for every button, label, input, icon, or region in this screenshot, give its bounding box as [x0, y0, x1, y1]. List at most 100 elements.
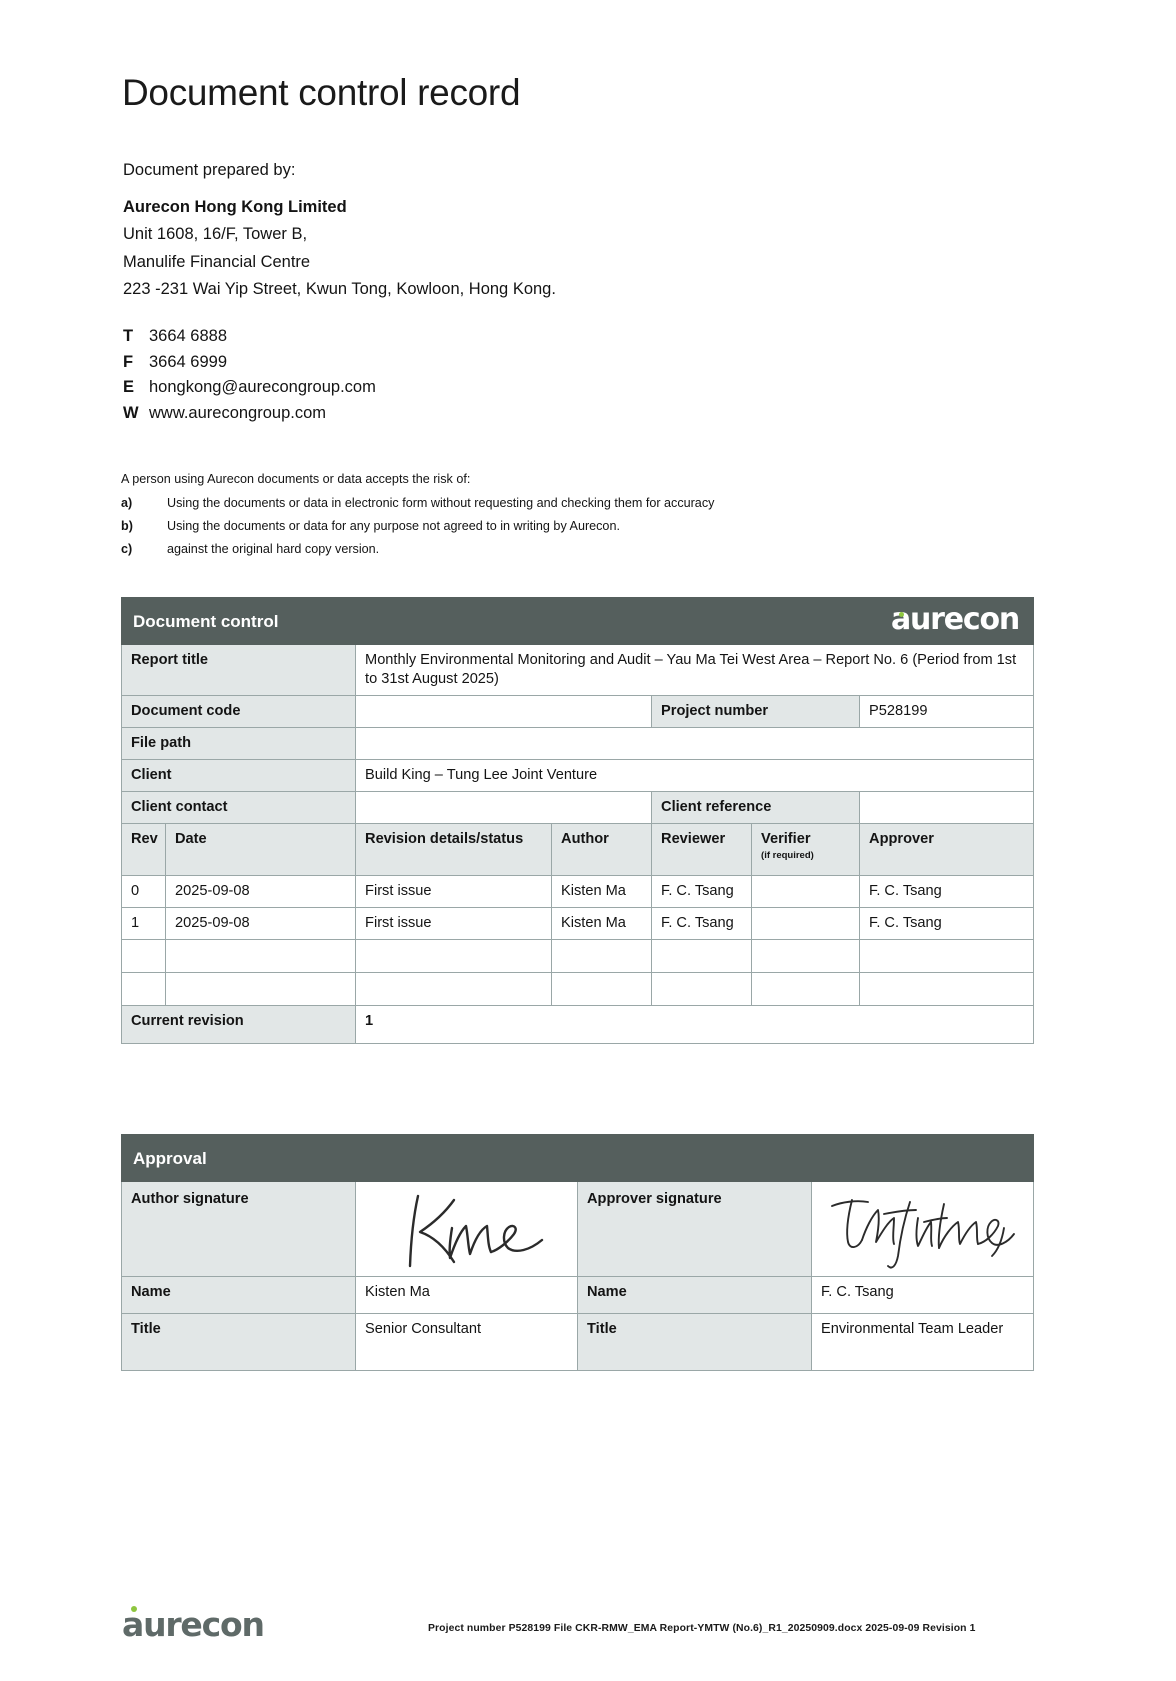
document-control-table: Document control aurecon Report title Mo… [120, 597, 1035, 1044]
client-reference-value[interactable] [859, 791, 1035, 824]
revision-header-row: Rev Date Revision details/status Author … [121, 823, 1035, 876]
contact-value-website[interactable]: www.aurecongroup.com [149, 403, 327, 422]
cell-date[interactable] [164, 939, 357, 973]
approval-band-title: Approval [121, 1134, 1034, 1182]
cell-rev: 0 [121, 875, 166, 908]
cell-rev[interactable] [121, 939, 166, 973]
cell-author[interactable] [551, 972, 653, 1006]
cell-rev[interactable] [121, 972, 166, 1006]
row-signatures: Author signature Approver signature [121, 1181, 1034, 1277]
cell-date[interactable] [164, 972, 357, 1006]
col-header-verifier: Verifier (if required) [751, 823, 861, 876]
prepared-by-label: Document prepared by: [123, 161, 296, 179]
contact-key: T [123, 327, 134, 345]
cell-date: 2025-09-08 [164, 875, 357, 908]
client-contact-value[interactable] [355, 791, 653, 824]
contact-value: 3664 6999 [149, 352, 227, 371]
cell-rev: 1 [121, 907, 166, 940]
cell-author: Kisten Ma [551, 907, 653, 940]
col-header-rev: Rev [121, 823, 166, 876]
file-path-label: File path [120, 727, 357, 760]
cell-author: Kisten Ma [551, 875, 653, 908]
contact-key: E [123, 378, 135, 396]
disclaimer-item-a: a) Using the documents or data in electr… [121, 492, 921, 515]
aurecon-wordmark-text: aurecon [890, 601, 1020, 637]
disclaimer-item-c: c) against the original hard copy versio… [121, 538, 921, 561]
author-name-label: Name [121, 1276, 356, 1314]
cell-details[interactable] [355, 939, 553, 973]
contact-key: F [123, 352, 134, 371]
current-revision-label: Current revision [120, 1005, 357, 1044]
address-line: 223 -231 Wai Yip Street, Kwun Tong, Kowl… [123, 280, 556, 298]
cell-author[interactable] [551, 939, 653, 973]
footer-metadata: Project number P528199 File CKR-RMW_EMA … [428, 1623, 976, 1634]
address-line: Unit 1608, 16/F, Tower B, [123, 225, 308, 243]
logo-dot-icon [898, 611, 904, 617]
col-header-reviewer: Reviewer [651, 823, 753, 876]
contact-value: 3664 6888 [149, 327, 227, 345]
contact-block: T 3664 6888 F 3664 6999 E hongkong@aurec… [123, 324, 376, 426]
author-signature-label: Author signature [121, 1181, 356, 1277]
col-header-details: Revision details/status [355, 823, 553, 876]
disclaimer-intro: A person using Aurecon documents or data… [121, 472, 471, 486]
aurecon-wordmark-text: aurecon [122, 1605, 265, 1644]
cell-details[interactable] [355, 972, 553, 1006]
company-name: Aurecon Hong Kong Limited [123, 197, 347, 216]
col-header-approver: Approver [859, 823, 1035, 876]
cell-approver[interactable] [859, 939, 1035, 973]
document-control-band: Document control aurecon [120, 597, 1035, 645]
list-marker: a) [121, 496, 133, 510]
approver-title-label: Title [577, 1313, 812, 1371]
table-row [121, 939, 1035, 973]
client-value: Build King – Tung Lee Joint Venture [355, 759, 1035, 792]
author-title-label: Title [121, 1313, 356, 1371]
col-header-verifier-text: Verifier [761, 831, 811, 847]
row-client-contact: Client contact Client reference [120, 791, 1035, 824]
table-row [121, 972, 1035, 1006]
cell-verifier [751, 875, 861, 908]
author-title-value: Senior Consultant [355, 1313, 578, 1371]
document-code-value[interactable] [355, 695, 653, 728]
cell-verifier[interactable] [751, 939, 861, 973]
row-client: Client Build King – Tung Lee Joint Ventu… [120, 759, 1035, 792]
cell-date: 2025-09-08 [164, 907, 357, 940]
aurecon-wordmark: aurecon [891, 604, 1020, 634]
aurecon-wordmark: aurecon [122, 1605, 265, 1644]
row-file-path: File path [120, 727, 1035, 760]
client-contact-label: Client contact [120, 791, 357, 824]
cell-reviewer: F. C. Tsang [651, 875, 753, 908]
cell-reviewer: F. C. Tsang [651, 907, 753, 940]
list-text: against the original hard copy version. [167, 542, 380, 556]
approver-title-value: Environmental Team Leader [811, 1313, 1034, 1371]
list-marker: b) [121, 519, 133, 533]
current-revision-value: 1 [355, 1005, 1035, 1044]
list-marker: c) [121, 542, 133, 556]
list-text: Using the documents or data for any purp… [167, 519, 620, 533]
row-titles: Title Senior Consultant Title Environmen… [121, 1313, 1034, 1371]
document-control-band-title: Document control [120, 597, 357, 645]
logo-dot-icon [131, 1606, 137, 1612]
cell-approver[interactable] [859, 972, 1035, 1006]
list-text: Using the documents or data in electroni… [167, 496, 715, 510]
cell-details: First issue [355, 875, 553, 908]
author-name-value: Kisten Ma [355, 1276, 578, 1314]
contact-row-email: E hongkong@aurecongroup.com [123, 375, 376, 401]
cell-verifier[interactable] [751, 972, 861, 1006]
row-current-revision: Current revision 1 [120, 1005, 1035, 1044]
approver-name-value: F. C. Tsang [811, 1276, 1034, 1314]
cell-reviewer[interactable] [651, 939, 753, 973]
approval-table: Approval Author signature Approver signa… [121, 1134, 1034, 1371]
report-title-label: Report title [120, 644, 357, 696]
cell-reviewer[interactable] [651, 972, 753, 1006]
cell-details: First issue [355, 907, 553, 940]
approver-name-label: Name [577, 1276, 812, 1314]
col-header-author: Author [551, 823, 653, 876]
contact-row-web: W www.aurecongroup.com [123, 401, 376, 427]
disclaimer-block: A person using Aurecon documents or data… [121, 468, 921, 561]
project-number-value: P528199 [859, 695, 1035, 728]
approver-signature-label: Approver signature [577, 1181, 812, 1277]
cell-approver: F. C. Tsang [859, 875, 1035, 908]
file-path-value[interactable] [355, 727, 1035, 760]
contact-value-email[interactable]: hongkong@aurecongroup.com [149, 378, 376, 396]
